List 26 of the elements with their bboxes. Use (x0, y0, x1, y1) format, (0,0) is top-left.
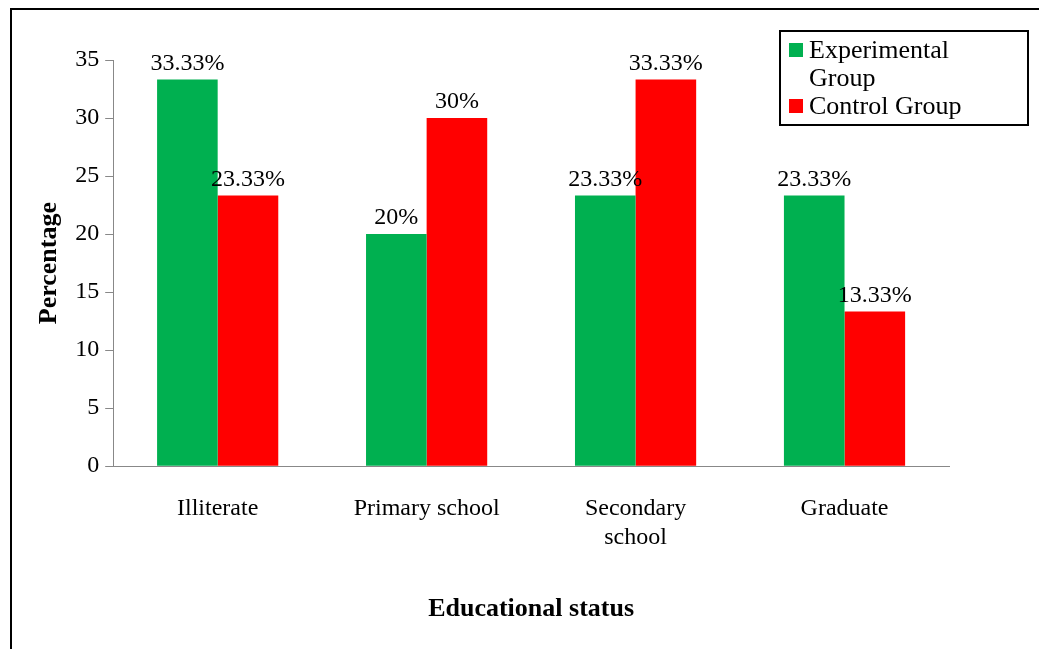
x-tick-label: Graduate (800, 493, 889, 520)
bar (426, 118, 488, 466)
data-label: 30% (434, 87, 479, 114)
x-tick-label: Illiterate (177, 493, 259, 520)
legend-label: Experimental Group (809, 35, 951, 92)
y-tick-label: 35 (75, 45, 100, 72)
x-tick-label: Primary school (353, 493, 500, 520)
bar (574, 195, 636, 466)
y-axis-title: Percentage (33, 201, 63, 325)
bar (217, 195, 279, 466)
x-axis-title: Educational status (428, 593, 635, 623)
data-label: 23.33% (777, 164, 852, 191)
y-tick-label: 15 (75, 277, 100, 304)
y-tick-label: 0 (87, 451, 100, 478)
x-tick-label: Secondary school (584, 493, 687, 549)
bar (366, 234, 427, 466)
data-label: 33.33% (150, 48, 225, 75)
y-tick-label: 5 (87, 393, 100, 420)
legend-label: Control Group (809, 91, 962, 120)
y-tick-label: 10 (75, 335, 100, 362)
bar (844, 311, 906, 466)
y-tick-label: 30 (75, 103, 100, 130)
data-label: 33.33% (628, 48, 703, 75)
data-label: 20% (374, 203, 419, 230)
y-tick-label: 20 (75, 219, 100, 246)
y-tick-label: 25 (75, 161, 100, 188)
